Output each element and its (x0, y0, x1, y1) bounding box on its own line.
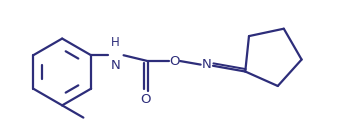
Text: N: N (111, 59, 120, 72)
Text: H: H (111, 36, 120, 49)
Text: O: O (141, 93, 151, 106)
Text: N: N (202, 58, 211, 71)
Text: O: O (169, 55, 180, 68)
